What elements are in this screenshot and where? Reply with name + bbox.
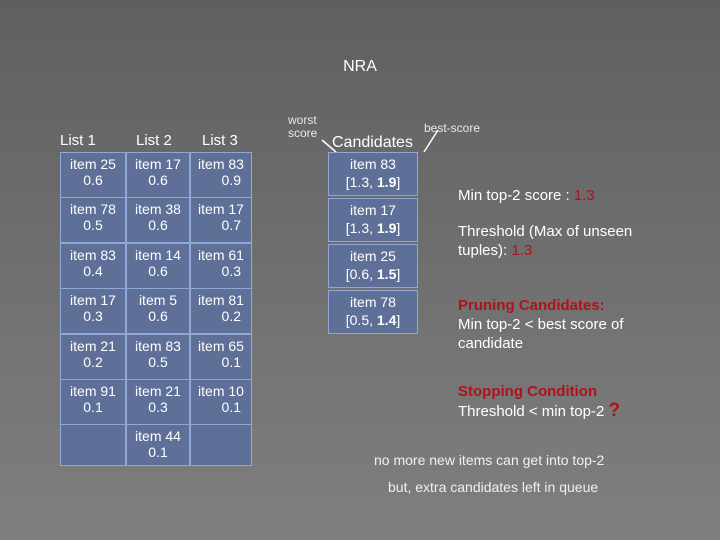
stopping-block: Stopping Condition Threshold < min top-2…: [458, 382, 673, 421]
candidate-score-range: [1.3, 1.9]: [345, 174, 401, 190]
list-item-score: 0.6: [148, 308, 168, 324]
empty-cell-list-3: [190, 424, 252, 466]
candidate-id: item 17: [350, 202, 396, 218]
candidate-id: item 25: [350, 248, 396, 264]
list-item-id: item 25: [70, 156, 116, 172]
empty-cell-list-1: [60, 424, 126, 466]
list-3-cell: item 81 0.2: [190, 288, 252, 334]
list-item-score: 0.5: [83, 217, 103, 233]
candidate-worst-score: 0.5: [349, 312, 370, 328]
list-item-id: item 21: [70, 338, 116, 354]
list-item-score: 0.3: [83, 308, 103, 324]
list-1-cell: item 91 0.1: [60, 379, 126, 425]
pruning-heading: Pruning Candidates:: [458, 297, 605, 314]
candidate-item: item 17 [1.3, 1.9]: [328, 198, 418, 242]
threshold-text: Threshold (Max of unseen tuples): 1.3: [458, 222, 683, 260]
list-item-score: 0.1: [148, 444, 168, 460]
candidate-best-score: 1.9: [376, 174, 397, 190]
list-1-cell: item 21 0.2: [60, 334, 126, 380]
list-3-cell: item 83 0.9: [190, 152, 252, 198]
list-item-id: item 17: [70, 292, 116, 308]
list-item-id: item 65: [198, 338, 244, 354]
threshold-value: 1.3: [511, 242, 533, 259]
candidate-item: item 78 [0.5, 1.4]: [328, 290, 418, 334]
list-item-id: item 91: [70, 383, 116, 399]
list-item-id: item 38: [135, 201, 181, 217]
list-item-score: 0.2: [83, 354, 103, 370]
list-item-id: item 81: [198, 292, 244, 308]
stopping-question-mark: ?: [608, 400, 621, 421]
list-3-cell: item 61 0.3: [190, 243, 252, 289]
list-item-score: 0.6: [148, 217, 168, 233]
list-1-cell: item 25 0.6: [60, 152, 126, 198]
list-item-score: 0.1: [221, 399, 241, 415]
candidate-score-range: [1.3, 1.9]: [345, 220, 401, 236]
candidate-worst-score: 0.6: [349, 266, 370, 282]
list-1-header: List 1: [60, 132, 96, 149]
worst-score-label: worst score: [288, 113, 318, 140]
candidate-score-range: [0.6, 1.5]: [345, 266, 401, 282]
min-top2-text: Min top-2 score : 1.3: [458, 186, 595, 205]
list-2-cell: item 14 0.6: [126, 243, 190, 289]
list-item-id: item 17: [135, 156, 181, 172]
pruning-text: Min top-2 < best score of candidate: [458, 316, 624, 352]
list-item-id: item 17: [198, 201, 244, 217]
list-2-cell: item 83 0.5: [126, 334, 190, 380]
candidates-label: Candidates: [332, 134, 413, 151]
list-item-score: 0.1: [83, 399, 103, 415]
list-item-score: 0.6: [148, 263, 168, 279]
candidate-score-range: [0.5, 1.4]: [345, 312, 401, 328]
candidate-best-score: 1.9: [376, 220, 397, 236]
list-1-cell: item 83 0.4: [60, 243, 126, 289]
list-item-id: item 83: [198, 156, 244, 172]
list-item-id: item 21: [135, 383, 181, 399]
list-item-id: item 10: [198, 383, 244, 399]
best-arrow-line: [423, 129, 439, 153]
list-item-id: item 44: [135, 428, 181, 444]
list-item-id: item 78: [70, 201, 116, 217]
list-item-score: 0.3: [148, 399, 168, 415]
list-item-score: 0.3: [221, 263, 241, 279]
list-item-score: 0.9: [221, 172, 241, 188]
stopping-heading: Stopping Condition: [458, 383, 598, 400]
candidate-worst-score: 1.3: [349, 174, 370, 190]
list-item-score: 0.4: [83, 263, 103, 279]
list-item-score: 0.2: [221, 308, 241, 324]
threshold-label: Threshold (Max of unseen tuples):: [458, 223, 633, 259]
list-2-cell: item 44 0.1: [126, 424, 190, 466]
list-item-score: 0.5: [148, 354, 168, 370]
list-1-cell: item 78 0.5: [60, 197, 126, 243]
list-item-id: item 5: [138, 292, 178, 308]
list-1-cell: item 17 0.3: [60, 288, 126, 334]
candidate-id: item 83: [350, 156, 396, 172]
list-item-id: item 61: [198, 247, 244, 263]
list-item-score: 0.6: [83, 172, 103, 188]
candidate-item: item 83 [1.3, 1.9]: [328, 152, 418, 196]
list-item-score: 0.7: [221, 217, 241, 233]
note-no-more-items: no more new items can get into top-2: [374, 452, 605, 468]
slide-title: NRA: [343, 58, 377, 75]
pruning-block: Pruning Candidates: Min top-2 < best sco…: [458, 296, 673, 353]
list-2-cell: item 5 0.6: [126, 288, 190, 334]
min-top2-value: 1.3: [573, 187, 595, 204]
candidate-best-score: 1.4: [376, 312, 397, 328]
candidate-worst-score: 1.3: [349, 220, 370, 236]
list-item-id: item 83: [135, 338, 181, 354]
list-3-header: List 3: [202, 132, 238, 149]
worst-arrow-line: [321, 139, 337, 153]
list-2-cell: item 17 0.6: [126, 152, 190, 198]
list-2-cell: item 38 0.6: [126, 197, 190, 243]
list-item-id: item 83: [70, 247, 116, 263]
note-extra-candidates: but, extra candidates left in queue: [388, 479, 599, 495]
list-item-score: 0.6: [148, 172, 168, 188]
list-item-id: item 14: [135, 247, 181, 263]
min-top2-label: Min top-2 score :: [458, 187, 574, 204]
candidate-id: item 78: [350, 294, 396, 310]
list-item-score: 0.1: [221, 354, 241, 370]
candidate-item: item 25 [0.6, 1.5]: [328, 244, 418, 288]
candidate-best-score: 1.5: [376, 266, 397, 282]
list-2-header: List 2: [136, 132, 172, 149]
stopping-text: Threshold < min top-2: [458, 403, 609, 420]
list-3-cell: item 17 0.7: [190, 197, 252, 243]
